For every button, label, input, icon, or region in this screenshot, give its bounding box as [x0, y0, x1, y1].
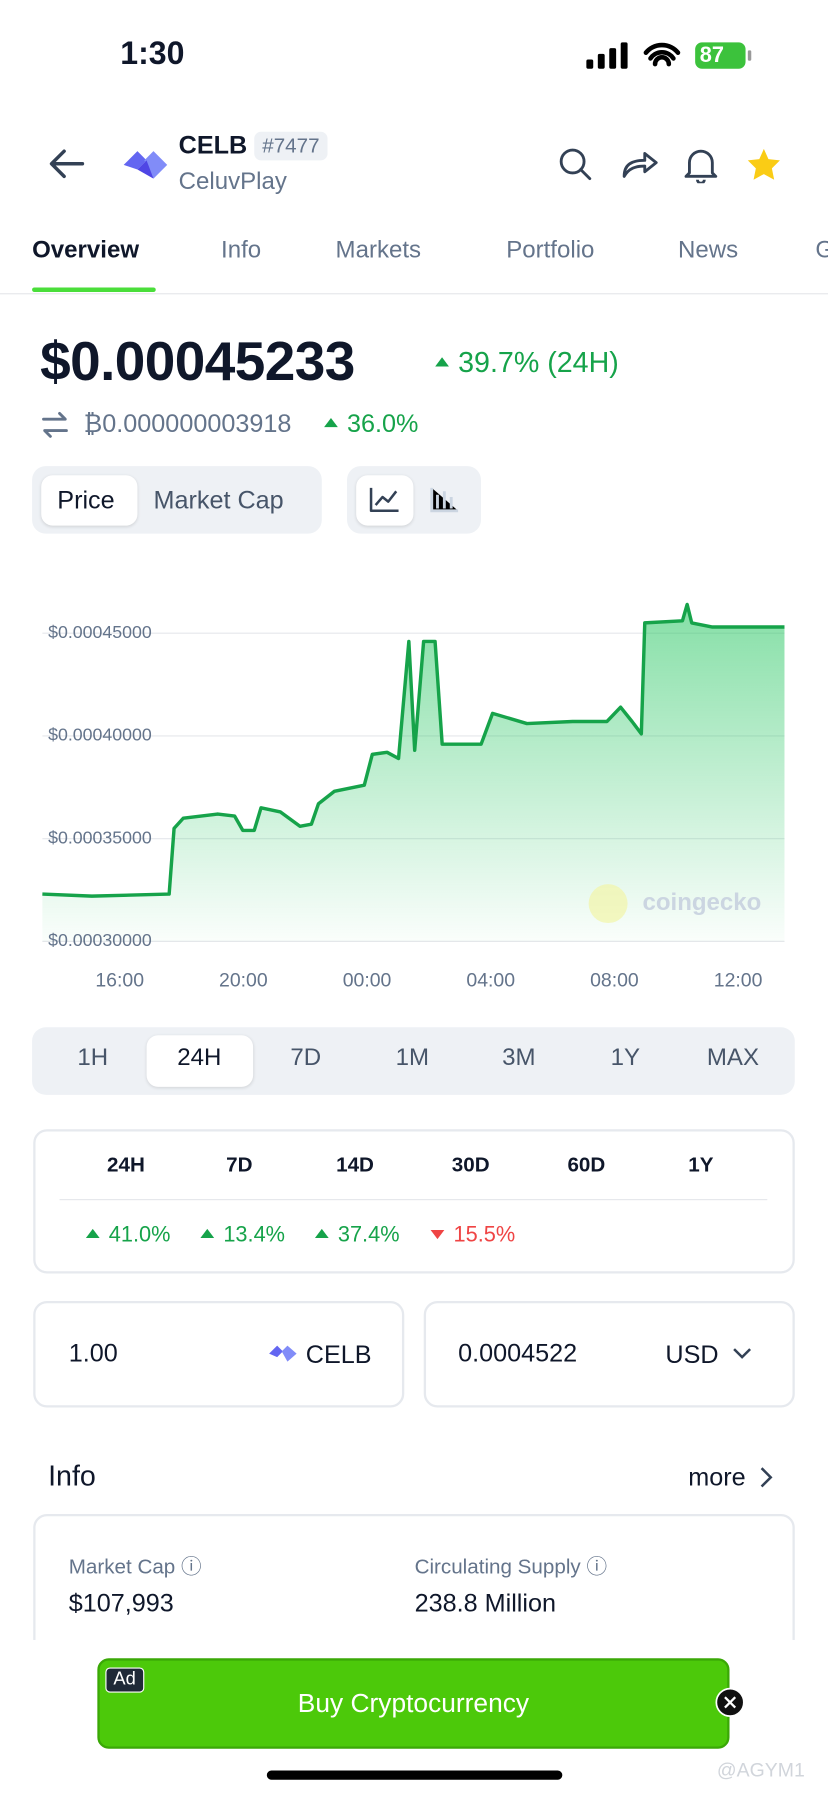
btc-change: 36.0%	[324, 409, 418, 439]
coin-rank: #7477	[254, 131, 328, 161]
header-actions	[559, 148, 780, 184]
swap-icon	[42, 411, 68, 438]
price: $0.00045233	[40, 332, 355, 393]
period-change-text: 13.4%	[223, 1223, 286, 1248]
toggle-option[interactable]: Price	[57, 485, 115, 515]
price-line	[42, 602, 785, 898]
period-change: 13.4%	[200, 1223, 285, 1248]
ad-text[interactable]: Buy Cryptocurrency	[297, 1688, 530, 1718]
tab[interactable]: Info	[221, 237, 262, 264]
coin-logo-small	[269, 1345, 297, 1362]
period-change-text: 37.4%	[337, 1223, 400, 1248]
range-option[interactable]: 1M	[395, 1044, 429, 1071]
star-icon[interactable]	[747, 148, 780, 180]
converter-input[interactable]	[33, 1300, 405, 1408]
period-change: 37.4%	[314, 1223, 400, 1248]
share-icon[interactable]	[622, 152, 658, 178]
performance-card	[33, 1129, 795, 1274]
range-option[interactable]: 3M	[502, 1044, 536, 1071]
stat-label: Circulating Supply ⓘ	[414, 1555, 608, 1579]
tab[interactable]: Overview	[32, 237, 140, 264]
search-icon[interactable]	[559, 148, 592, 181]
converter-output[interactable]	[423, 1300, 795, 1408]
chart-type-icons	[369, 487, 459, 513]
toggle-selected	[41, 475, 138, 526]
y-tick-label: $0.00045000	[48, 622, 152, 642]
price-change-text: 39.7% (24H)	[458, 347, 619, 380]
watermark-logo	[588, 884, 628, 924]
x-tick-label: 04:00	[466, 970, 515, 992]
range-option[interactable]: 1Y	[610, 1044, 641, 1071]
y-tick-label: $0.00035000	[48, 827, 152, 847]
battery-level: 87	[699, 43, 724, 68]
converter-coin: CELB	[305, 1339, 372, 1369]
watermark: coingecko	[642, 889, 761, 916]
bell-icon[interactable]	[684, 149, 718, 184]
btc-change-text: 36.0%	[347, 408, 419, 438]
price-chart: $0.00030000 $0.00035000 $0.00040000 $0.0004…	[42, 602, 785, 992]
range-option[interactable]: 1H	[77, 1044, 109, 1071]
stat-value: $107,993	[68, 1588, 174, 1618]
period-header: 14D	[336, 1153, 374, 1177]
converter-result: 0.0004522	[458, 1338, 578, 1368]
price-change: 39.7% (24H)	[435, 347, 619, 380]
period-change-text: 15.5%	[453, 1223, 516, 1248]
period-change: 15.5%	[430, 1223, 516, 1248]
info-more[interactable]: more	[688, 1462, 746, 1492]
period-header: 7D	[226, 1153, 253, 1177]
credit: @AGYM1	[716, 1759, 805, 1781]
coin-symbol: CELB	[178, 130, 248, 160]
period-header: 60D	[567, 1153, 606, 1177]
tab-underline	[32, 287, 156, 293]
range-selected	[146, 1035, 254, 1087]
stat-value: 238.8 Million	[414, 1588, 557, 1618]
range-option[interactable]: 24H	[177, 1044, 222, 1071]
x-tick-label: 20:00	[219, 970, 268, 992]
ad-button[interactable]	[97, 1658, 730, 1749]
divider	[0, 293, 828, 295]
period-change-text: 41.0%	[108, 1223, 171, 1248]
coin-name: CeluvPlay	[178, 168, 287, 195]
divider	[59, 1199, 768, 1201]
tab[interactable]: Markets	[335, 237, 422, 264]
tab[interactable]: Portfolio	[506, 237, 595, 264]
stat-label: Market Cap ⓘ	[68, 1555, 202, 1579]
tab[interactable]: News	[677, 237, 739, 264]
btc-price: ₿0.000000003918	[83, 408, 292, 438]
info-title: Info	[48, 1460, 96, 1493]
chevron-down	[733, 1348, 752, 1359]
x-tick-label: 00:00	[343, 970, 392, 992]
converter-currency[interactable]: USD	[665, 1339, 719, 1369]
converter-amount[interactable]: 1.00	[68, 1338, 118, 1368]
chevron-right	[760, 1467, 773, 1488]
home-indicator	[266, 1770, 563, 1780]
x-tick-label: 12:00	[714, 970, 763, 992]
x-tick-label: 16:00	[95, 970, 144, 992]
price-area	[42, 604, 785, 942]
ad-badge: Ad	[105, 1667, 144, 1693]
tab[interactable]: G	[815, 237, 828, 264]
x-tick-label: 08:00	[590, 970, 639, 992]
ad-close[interactable]	[715, 1687, 746, 1718]
period-header: 24H	[107, 1153, 145, 1177]
status-icons	[586, 42, 752, 69]
period-header: 30D	[451, 1153, 490, 1177]
stat-label-text: Market Cap	[68, 1555, 176, 1579]
range-option[interactable]: 7D	[290, 1044, 322, 1071]
period-header: 1Y	[688, 1153, 714, 1177]
status-time: 1:30	[120, 35, 185, 72]
toggle-option[interactable]: Market Cap	[153, 485, 284, 515]
back-button[interactable]	[46, 147, 92, 181]
y-tick-label: $0.00030000	[48, 930, 152, 950]
coin-logo	[123, 151, 168, 179]
period-change: 41.0%	[85, 1223, 171, 1248]
stat-label-text: Circulating Supply	[414, 1555, 581, 1579]
y-tick-label: $0.00040000	[48, 725, 152, 745]
range-option[interactable]: MAX	[706, 1044, 760, 1071]
